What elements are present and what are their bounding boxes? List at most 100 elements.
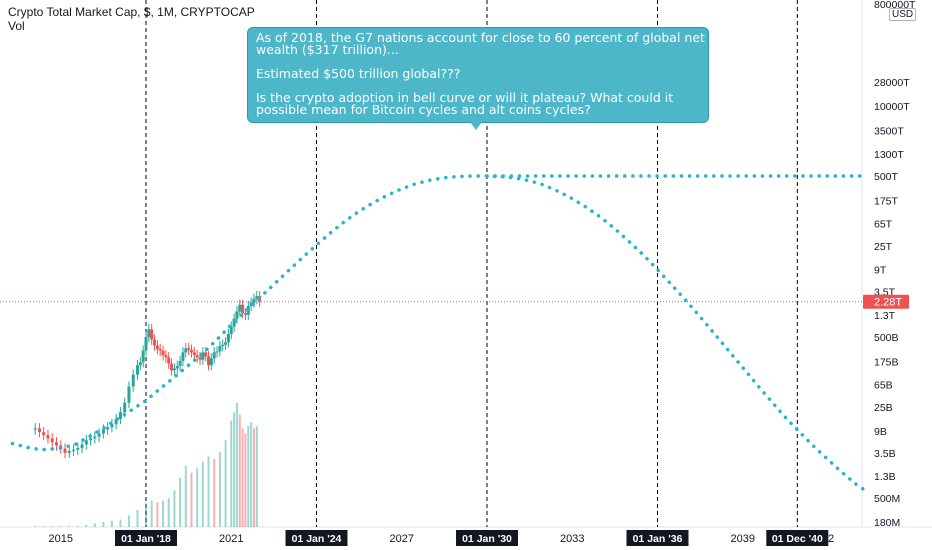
volume-bar xyxy=(150,500,153,527)
volume-bar xyxy=(241,428,244,527)
y-tick-label: 3.5B xyxy=(874,448,896,460)
y-tick-label: 500M xyxy=(874,493,900,505)
volume-bar xyxy=(119,519,122,527)
current-price-label: 2.28T xyxy=(874,297,902,309)
y-tick-label: 800000T xyxy=(874,0,916,11)
candle-body xyxy=(131,374,135,387)
volume-bar xyxy=(145,503,147,527)
volume-bar xyxy=(235,402,238,527)
date-marker-badge xyxy=(285,530,348,546)
candle-body xyxy=(212,352,216,359)
y-tick-label: 65B xyxy=(874,380,893,392)
volume-bar xyxy=(252,428,255,527)
volume-bar xyxy=(247,426,250,527)
candle-body xyxy=(54,442,58,446)
callout-line: Estimated $500 trillion global??? xyxy=(256,66,461,81)
volume-bar xyxy=(162,500,165,527)
callout-line: Is the crypto adoption in bell curve or … xyxy=(256,90,674,105)
symbol-title: Crypto Total Market Cap, $, 1M, CRYPTOCA… xyxy=(8,5,255,19)
volume-bar xyxy=(93,523,96,527)
candle-body xyxy=(209,358,213,366)
volume-bar xyxy=(76,526,79,527)
callout-line: As of 2018, the G7 nations account for c… xyxy=(256,30,705,45)
candle-body xyxy=(229,326,233,335)
volume-bar xyxy=(167,498,170,527)
candle-body xyxy=(42,432,46,436)
candle-body xyxy=(164,355,168,358)
volume-bar xyxy=(233,412,236,527)
volume-bar xyxy=(255,426,258,527)
y-tick-label: 175T xyxy=(874,196,899,208)
candle-body xyxy=(97,433,101,437)
x-tick-label: 2027 xyxy=(390,533,414,545)
y-tick-label: 9B xyxy=(874,426,887,438)
candle-body xyxy=(167,357,171,364)
candle-body xyxy=(80,444,84,449)
candle-body xyxy=(232,318,236,327)
candle-body xyxy=(37,428,41,433)
candle-body xyxy=(184,348,188,353)
date-marker-label: 01 Jan '24 xyxy=(292,533,342,545)
date-marker-badge xyxy=(115,530,177,546)
y-tick-label: 25T xyxy=(874,241,893,253)
volume-bar xyxy=(230,420,233,527)
candle-body xyxy=(46,435,50,439)
candle-body xyxy=(235,311,239,319)
candle-body xyxy=(226,334,230,343)
candle-body xyxy=(204,352,208,357)
callout-line: wealth ($317 trillion)... xyxy=(256,42,399,57)
date-marker-badge xyxy=(766,530,829,546)
candle-body xyxy=(207,356,211,366)
volume-bar xyxy=(156,502,159,527)
candle-body xyxy=(195,355,199,358)
y-tick-label: 3500T xyxy=(874,126,904,138)
candle-body xyxy=(158,349,162,351)
x-tick-label: 2033 xyxy=(560,533,584,545)
candle-body xyxy=(123,402,127,413)
candle-body xyxy=(50,438,54,443)
y-tick-label: 180M xyxy=(874,517,900,529)
candle-body xyxy=(135,365,139,375)
volume-bar xyxy=(218,452,221,527)
y-tick-label: 500T xyxy=(874,171,899,183)
candle-body xyxy=(72,449,76,451)
volume-bar xyxy=(34,526,37,527)
candle-body xyxy=(67,450,71,453)
volume-bar xyxy=(59,526,62,527)
volume-bar xyxy=(68,526,71,527)
y-tick-label: 65T xyxy=(874,219,893,231)
currency-badge[interactable]: USD xyxy=(889,8,917,21)
y-tick-label: 25B xyxy=(874,402,893,414)
candle-body xyxy=(153,339,157,346)
candle-body xyxy=(127,386,131,403)
volume-bar xyxy=(136,510,139,527)
candle-body xyxy=(147,329,151,338)
candle-body xyxy=(249,302,253,306)
candle-body xyxy=(241,304,245,314)
y-tick-label: 1.3T xyxy=(874,310,896,322)
volume-bar xyxy=(190,472,193,527)
candle-body xyxy=(178,360,182,366)
candle-body xyxy=(175,365,179,369)
date-marker-label: 01 Jan '36 xyxy=(633,533,683,545)
candle-body xyxy=(33,428,37,430)
volume-bar xyxy=(51,526,54,527)
candle-body xyxy=(63,448,67,453)
annotation-callout[interactable]: As of 2018, the G7 nations account for c… xyxy=(247,27,709,123)
candle-body xyxy=(150,329,154,340)
volume-bar xyxy=(102,522,105,527)
y-tick-label: 1300T xyxy=(874,149,904,161)
candle-body xyxy=(198,357,202,360)
volume-bar xyxy=(127,515,130,527)
candle-body xyxy=(224,342,228,345)
date-marker-badge xyxy=(456,530,518,546)
candle-body xyxy=(84,440,88,445)
y-tick-label: 10000T xyxy=(874,101,910,113)
date-marker-label: 01 Dec '40 xyxy=(772,533,823,545)
callout-line: possible mean for Bitcoin cycles and alt… xyxy=(256,102,591,117)
candle-body xyxy=(170,363,174,371)
candle-body xyxy=(252,298,256,303)
candle-body xyxy=(243,313,247,315)
candle-body xyxy=(76,448,80,450)
